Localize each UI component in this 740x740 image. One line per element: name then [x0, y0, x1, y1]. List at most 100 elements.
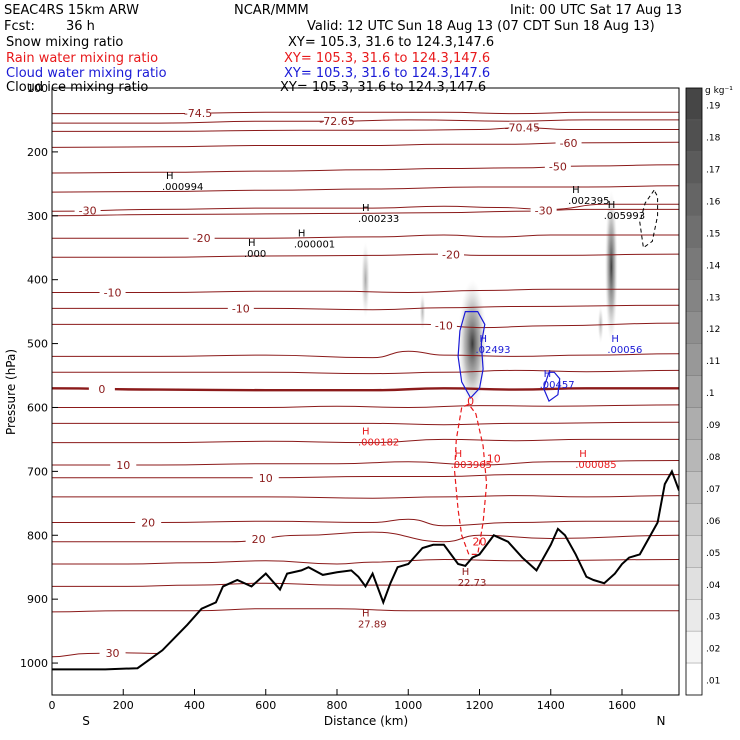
plot-frame: [51, 87, 680, 696]
field-rain-name: Rain water mixing ratio: [6, 51, 159, 66]
extreme-h-1: H: [362, 203, 370, 214]
x-tick-label-2: 400: [184, 699, 205, 712]
temperature-label-bg-22: [135, 516, 162, 529]
colorbar-cell-14: [685, 535, 703, 568]
extreme-h-11: H: [579, 449, 587, 460]
colorbar-tick-label-8: .11: [706, 357, 720, 367]
colorbar-cell-3: [685, 183, 703, 216]
extreme-h-2: H: [298, 229, 306, 240]
extreme-h-13: H: [362, 609, 370, 620]
rain-contour: [453, 403, 488, 555]
extreme-value-4: .002395: [568, 196, 609, 207]
colorbar-cell-1: [685, 119, 703, 153]
colorbar-cell-6: [685, 279, 703, 312]
fcst-label: Fcst:: [4, 19, 35, 34]
extreme-value-0: .000994: [162, 182, 203, 193]
terrain-line: [52, 469, 679, 671]
colorbar-cell-15: [685, 567, 703, 600]
colorbar-cell-11: [685, 439, 703, 472]
colorbar-tick-label-18: .01: [706, 677, 720, 687]
colorbar-tick-label-9: .1: [706, 389, 715, 399]
temperature-label-9: -20: [442, 248, 460, 261]
y-tick-label-2: 300: [27, 210, 48, 223]
rain-label-0: 0: [467, 395, 474, 408]
y-tick-label-5: 600: [27, 401, 48, 414]
temperature-contour-7: [52, 208, 679, 217]
colorbar-cell-0: [685, 87, 703, 121]
temperature-label-bg-7: [530, 204, 557, 217]
colorbar-tick-label-3: .16: [706, 197, 721, 207]
fcst-value: 36 h: [66, 19, 95, 34]
temperature-contour-16: [52, 404, 679, 409]
colorbar-tick-label-15: .04: [706, 581, 721, 591]
init-time: Init: 00 UTC Sat 17 Aug 13: [510, 3, 683, 18]
extreme-h-12: H: [462, 567, 470, 578]
extreme-value-8: .00457: [540, 380, 575, 391]
extreme-h-7: H: [611, 334, 619, 345]
y-tick-label-0: 100: [27, 82, 48, 95]
extreme-value-1: .000233: [358, 214, 399, 225]
colorbar-tick-label-16: .03: [706, 613, 720, 623]
temperature-label-bg-23: [245, 533, 272, 546]
temperature-label-15: 0: [98, 383, 105, 396]
temperature-label-8: -20: [193, 232, 211, 245]
field-rain-xy: XY= 105.3, 31.6 to 124.3,147.6: [284, 51, 491, 66]
temperature-label-bg-19: [110, 458, 137, 471]
extreme-h-0: H: [166, 171, 174, 182]
rain-label-1: 10: [487, 453, 501, 466]
field-cloudwater-name: Cloud water mixing ratio: [6, 66, 167, 81]
temperature-label-bg-12: [430, 319, 457, 332]
x-tick-label-5: 1000: [394, 699, 422, 712]
temperature-contour-26: [52, 608, 679, 613]
colorbar-cell-16: [685, 599, 703, 632]
snow-shade-3: [419, 292, 426, 331]
temperature-contour-13: [52, 350, 679, 359]
y-tick-label-4: 500: [27, 338, 48, 351]
cloud-ice-contour: [639, 189, 659, 249]
temperature-contour-15: [52, 387, 679, 392]
cloud-water-contour-1: [542, 371, 561, 403]
colorbar-tick-label-12: .07: [706, 485, 720, 495]
colorbar-tick-label-7: .12: [706, 325, 720, 335]
y-axis-title: Pressure (hPa): [4, 349, 18, 435]
colorbar-cell-7: [685, 311, 703, 344]
colorbar-tick-label-2: .17: [706, 165, 720, 175]
temperature-contour-24: [52, 558, 679, 565]
y-tick-label-3: 400: [27, 274, 48, 287]
temperature-contour-20: [52, 474, 679, 479]
extreme-value-3: .000: [244, 249, 266, 260]
temperature-contour-21: [52, 495, 679, 499]
extreme-h-3: H: [248, 238, 256, 249]
temperature-contour-9: [52, 253, 679, 258]
temperature-label-bg-0: [185, 107, 212, 120]
temperature-label-10: -10: [104, 286, 122, 299]
colorbar-tick-label-13: .06: [706, 517, 721, 527]
extreme-h-8: H: [544, 369, 552, 380]
temperature-label-6: -30: [79, 205, 97, 218]
y-tick-label-7: 800: [27, 529, 48, 542]
temperature-label-bg-4: [544, 160, 571, 173]
temperature-label-2: -70.45: [505, 122, 540, 135]
temperature-label-27: 30: [106, 647, 120, 660]
colorbar-cell-5: [685, 247, 703, 280]
y-tick-label-1: 200: [27, 146, 48, 159]
temperature-label-12: -10: [435, 319, 453, 332]
colorbar-cell-10: [685, 407, 703, 440]
field-snow-name: Snow mixing ratio: [6, 35, 124, 50]
extreme-h-10: H: [455, 449, 463, 460]
temperature-contour-18: [52, 438, 679, 444]
temperature-label-bg-27: [99, 647, 126, 660]
colorbar-cell-18: [685, 662, 703, 696]
temperature-label-bg-1: [324, 115, 350, 128]
extreme-value-7: .00056: [607, 345, 642, 356]
temperature-label-7: -30: [535, 205, 553, 218]
temperature-contour-22: [52, 518, 679, 527]
colorbar-tick-label-11: .08: [706, 453, 721, 463]
extreme-value-9: .000182: [358, 438, 399, 449]
x-tick-label-4: 800: [327, 699, 348, 712]
colorbar-tick-label-6: .13: [706, 293, 720, 303]
field-cloudwater-xy: XY= 105.3, 31.6 to 124.3,147.6: [284, 66, 491, 81]
x-end-label-south: S: [82, 714, 90, 728]
extreme-h-5: H: [608, 200, 616, 211]
colorbar-cell-12: [685, 471, 703, 504]
